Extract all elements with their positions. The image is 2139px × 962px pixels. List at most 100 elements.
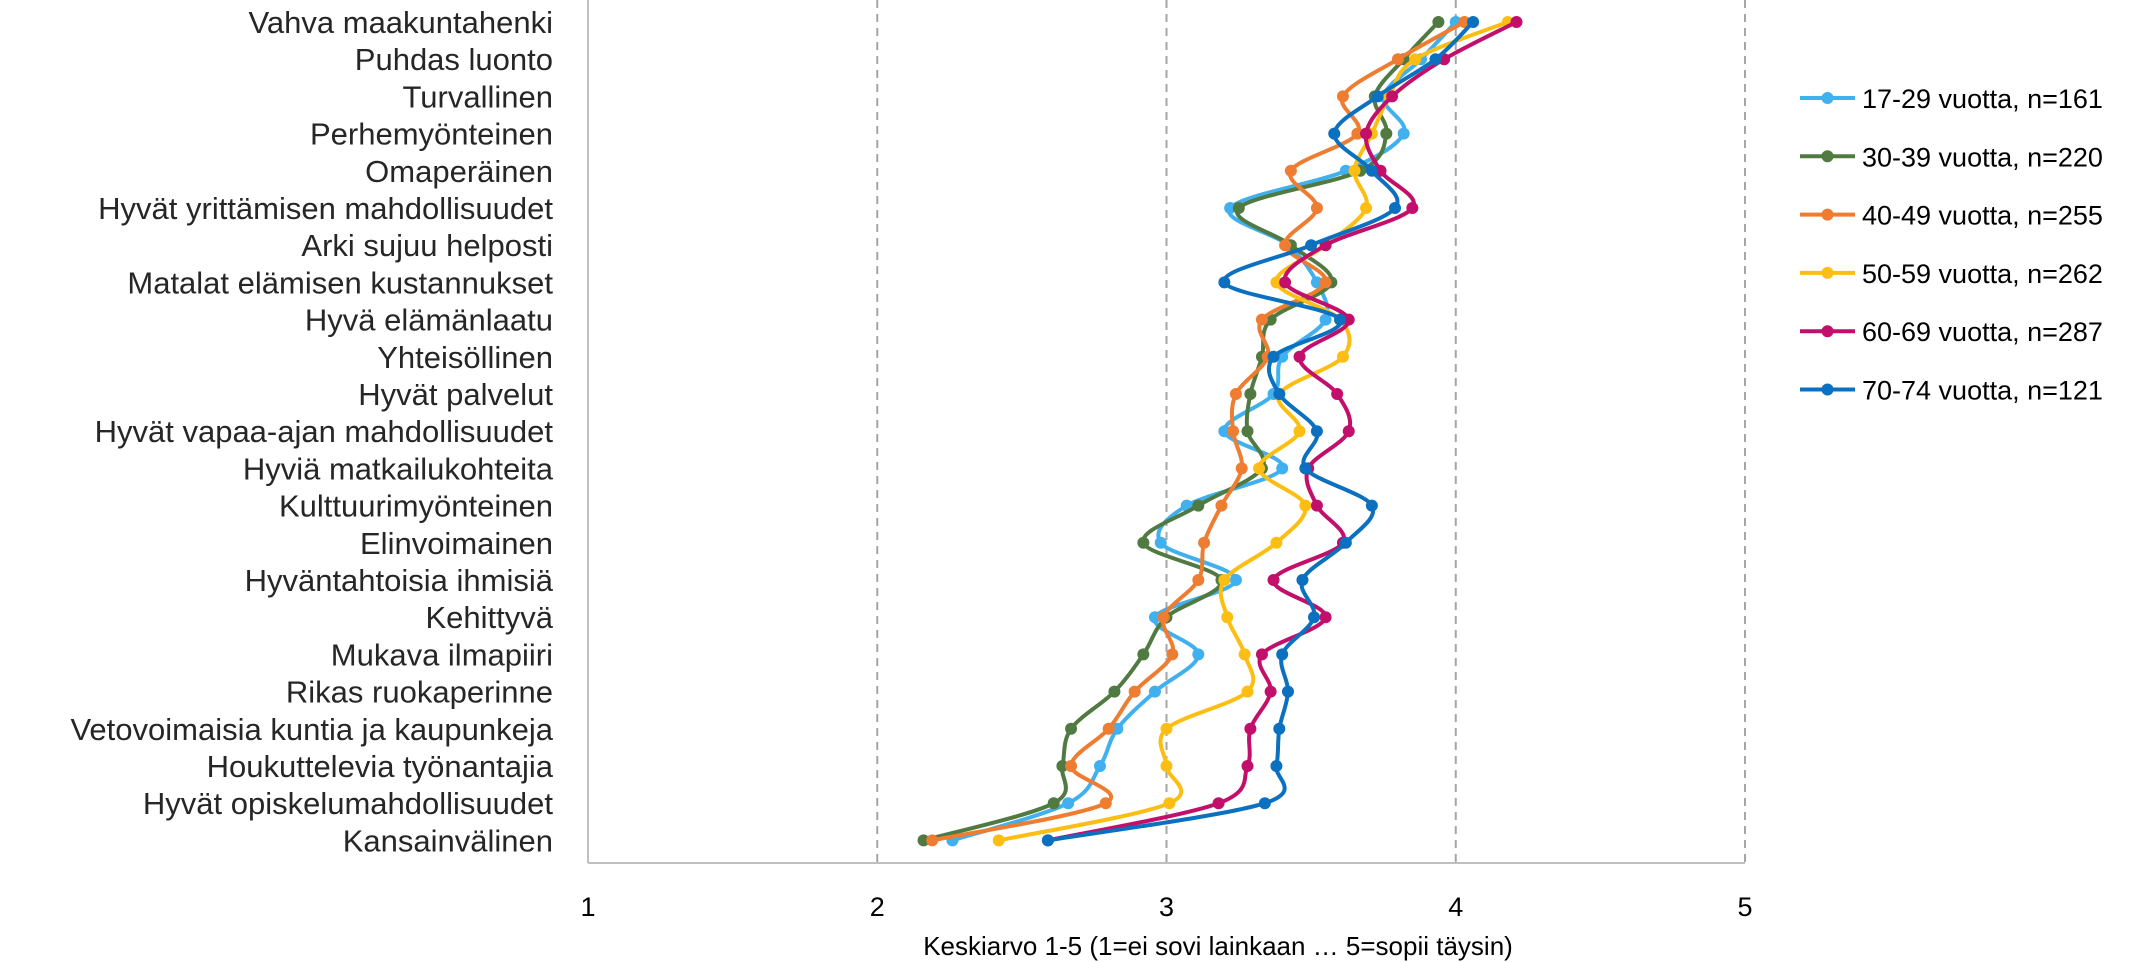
data-point xyxy=(1281,685,1294,698)
category-label: Kulttuurimyönteinen xyxy=(279,489,553,524)
legend-label: 50-59 vuotta, n=262 xyxy=(1862,259,2103,289)
legend-label: 40-49 vuotta, n=255 xyxy=(1862,201,2103,231)
legend-label: 30-39 vuotta, n=220 xyxy=(1862,142,2103,172)
data-point xyxy=(1137,648,1150,661)
x-tick-label-4: 4 xyxy=(1448,892,1463,922)
category-label: Elinvoimainen xyxy=(360,526,553,561)
data-point xyxy=(1215,499,1228,512)
category-label: Hyvät yrittämisen mahdollisuudet xyxy=(98,191,553,226)
legend-marker xyxy=(1821,208,1834,221)
category-label: Rikas ruokaperinne xyxy=(286,675,553,710)
data-point xyxy=(1238,648,1251,661)
data-point xyxy=(1351,127,1364,140)
data-point xyxy=(1264,685,1277,698)
data-point xyxy=(1154,536,1167,549)
data-point xyxy=(1041,834,1054,847)
legend-item: 40-49 vuotta, n=255 xyxy=(1800,201,2103,231)
data-point xyxy=(992,834,1005,847)
data-point xyxy=(1276,648,1289,661)
data-point xyxy=(1192,499,1205,512)
data-point xyxy=(1241,685,1254,698)
data-point xyxy=(1232,202,1245,214)
data-point xyxy=(1166,648,1179,661)
category-label: Hyväntahtoisia ihmisiä xyxy=(245,563,554,598)
data-point xyxy=(1273,722,1286,735)
data-point xyxy=(1148,611,1161,624)
x-tick-label-1: 1 xyxy=(580,892,595,922)
data-point xyxy=(1380,127,1393,140)
category-label: Hyvät opiskelumahdollisuudet xyxy=(143,786,554,821)
data-point xyxy=(1273,388,1286,400)
data-point xyxy=(1224,202,1237,214)
data-point xyxy=(1510,16,1523,28)
category-label: Kansainvälinen xyxy=(343,823,553,858)
x-tick-label-2: 2 xyxy=(870,892,885,922)
data-point xyxy=(1253,462,1266,475)
data-point xyxy=(1218,276,1231,289)
data-point xyxy=(1310,276,1323,289)
series-6 xyxy=(1041,16,1480,847)
data-point xyxy=(1299,462,1312,475)
data-point xyxy=(1270,536,1283,549)
data-point xyxy=(1310,202,1323,214)
legend: 17-29 vuotta, n=161 30-39 vuotta, n=220 40… xyxy=(1800,84,2103,406)
data-point xyxy=(1218,574,1231,586)
data-point xyxy=(1279,239,1292,252)
legend-marker xyxy=(1821,266,1834,279)
category-label: Perhemyönteinen xyxy=(310,117,553,152)
data-point xyxy=(1244,388,1257,400)
series-lines xyxy=(917,16,1523,847)
axes xyxy=(587,0,1745,864)
data-point xyxy=(1334,313,1347,326)
data-point xyxy=(1397,127,1410,140)
data-point xyxy=(1241,425,1254,438)
legend-marker xyxy=(1821,383,1834,396)
series-line xyxy=(951,20,1458,843)
data-point xyxy=(1299,499,1312,512)
category-label: Vetovoimaisia kuntia ja kaupunkeja xyxy=(70,712,553,747)
data-point xyxy=(1270,276,1283,289)
data-point xyxy=(1137,536,1150,549)
data-point xyxy=(1310,425,1323,438)
data-point xyxy=(1371,90,1384,103)
data-point xyxy=(1336,350,1349,363)
legend-marker xyxy=(1821,92,1834,104)
data-point xyxy=(1293,350,1306,363)
data-point xyxy=(1160,722,1173,735)
category-label: Turvallinen xyxy=(403,79,553,114)
data-point xyxy=(1267,574,1280,586)
data-point xyxy=(1409,53,1422,66)
legend-label: 70-74 vuotta, n=121 xyxy=(1862,376,2103,406)
data-point xyxy=(1365,164,1378,177)
data-point xyxy=(1319,611,1332,624)
category-label: Arki sujuu helposti xyxy=(301,228,553,263)
data-point xyxy=(1467,16,1480,28)
data-point xyxy=(1389,202,1402,214)
data-point xyxy=(1102,722,1115,735)
category-label: Houkuttelevia työnantajia xyxy=(207,749,554,784)
data-point xyxy=(1308,611,1321,624)
data-point xyxy=(1310,499,1323,512)
data-point xyxy=(1047,797,1060,810)
data-point xyxy=(1342,313,1355,326)
x-tick-label-3: 3 xyxy=(1159,892,1174,922)
legend-label: 60-69 vuotta, n=287 xyxy=(1862,317,2103,347)
data-point xyxy=(1258,797,1271,810)
data-point xyxy=(1296,574,1309,586)
data-point xyxy=(1198,536,1211,549)
data-point xyxy=(1360,127,1373,140)
category-label: Mukava ilmapiiri xyxy=(331,637,553,672)
data-point xyxy=(1458,16,1471,28)
legend-marker xyxy=(1821,325,1834,338)
data-point xyxy=(1192,574,1205,586)
data-point xyxy=(1212,797,1225,810)
data-point xyxy=(1331,388,1344,400)
data-point xyxy=(1160,760,1173,772)
legend-item: 70-74 vuotta, n=121 xyxy=(1800,376,2103,406)
data-point xyxy=(1432,16,1445,28)
data-point xyxy=(1227,425,1240,438)
data-point xyxy=(1293,425,1306,438)
legend-item: 30-39 vuotta, n=220 xyxy=(1800,142,2103,172)
series-3 xyxy=(926,16,1471,847)
